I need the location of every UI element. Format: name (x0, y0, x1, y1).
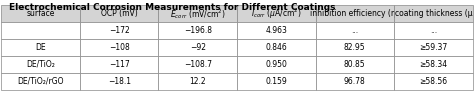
Text: Electrochemical Corrosion Measurements for Different Coatings: Electrochemical Corrosion Measurements f… (9, 3, 336, 12)
